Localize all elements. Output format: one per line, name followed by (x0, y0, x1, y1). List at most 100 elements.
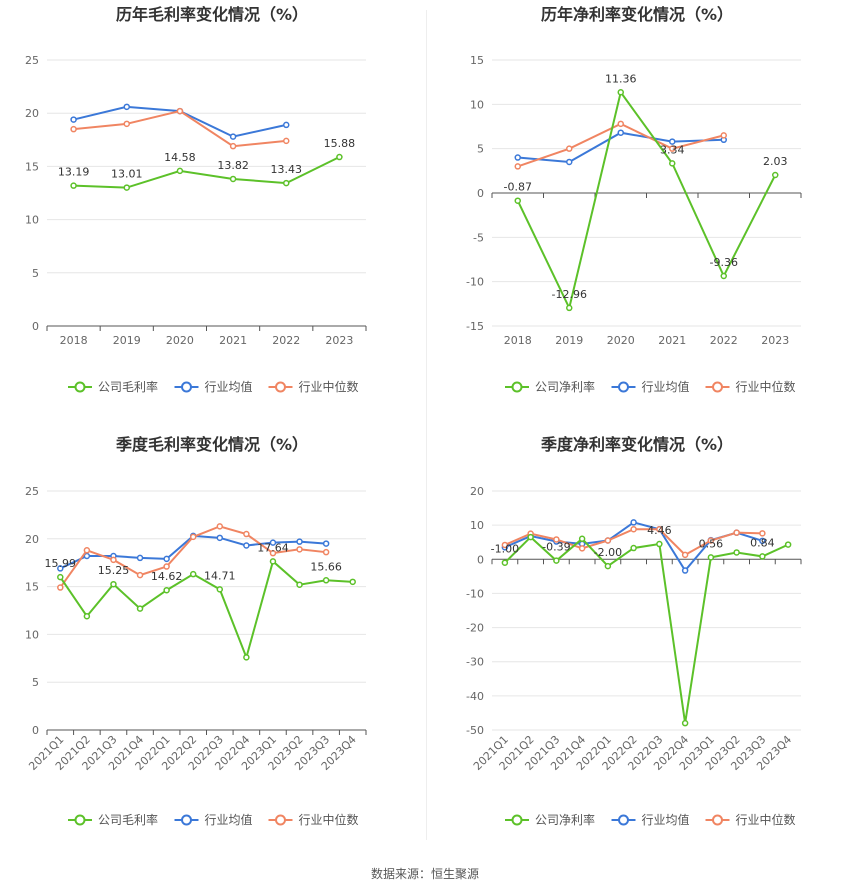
y-tick-label: 0 (477, 553, 484, 566)
data-source-note: 数据来源：恒生聚源 (370, 867, 479, 881)
data-label: 13.82 (217, 159, 249, 172)
data-label: 0.84 (750, 536, 775, 549)
y-tick-label: -5 (473, 231, 484, 244)
legend-item-avg[interactable]: 行业均值 (611, 812, 690, 827)
x-tick-label: 2020 (166, 334, 194, 347)
y-tick-label: 5 (32, 267, 39, 280)
data-point-median (123, 120, 130, 128)
x-tick-label: 2022 (272, 334, 300, 347)
data-label: 14.71 (204, 569, 236, 582)
data-point-company (604, 562, 612, 570)
data-label: 15.66 (310, 560, 342, 573)
legend-item-median[interactable]: 行业中位数 (705, 812, 796, 827)
legend-label: 行业中位数 (299, 379, 359, 394)
data-point-company (501, 559, 509, 566)
y-tick-label: -10 (466, 587, 484, 600)
data-label: 17.64 (257, 541, 289, 554)
data-point-company (176, 167, 184, 175)
data-point-median (733, 529, 740, 536)
panel-divider-vertical (426, 10, 427, 840)
data-point-avg (617, 129, 624, 136)
y-tick-label: 0 (32, 320, 39, 333)
y-tick-label: 15 (25, 581, 39, 594)
data-point-avg (669, 138, 676, 145)
legend-item-company[interactable]: 公司毛利率 (68, 379, 158, 394)
legend-swatch-marker (618, 381, 629, 393)
data-point-median (216, 523, 224, 530)
quarterly-gross-margin-panel: 季度毛利率变化情况（%） 0 5 10 15 20 25 2021Q1 2021Q2 2021Q3… (0, 430, 425, 850)
y-tick-label: 20 (25, 107, 39, 120)
data-point-avg (70, 116, 77, 123)
quarterly-net-margin-chart: 季度净利率变化情况（%）-50-40-30-20-10010202021Q120… (466, 435, 802, 827)
data-point-avg (136, 554, 144, 562)
data-label: -1.00 (491, 543, 519, 556)
x-tick-label: 2023 (325, 334, 353, 347)
data-point-median (296, 546, 303, 553)
data-label: 14.58 (164, 151, 196, 164)
legend-item-avg[interactable]: 行业均值 (174, 812, 253, 827)
data-point-median (720, 132, 727, 139)
y-tick-label: -15 (466, 320, 484, 333)
data-label: 15.88 (324, 137, 356, 150)
data-point-company (322, 577, 330, 584)
legend-label: 行业中位数 (736, 379, 796, 394)
data-point-avg (229, 133, 237, 140)
y-tick-label: -10 (466, 276, 484, 289)
legend-label: 行业均值 (642, 379, 690, 394)
legend-swatch-marker (511, 814, 523, 826)
data-label: 4.46 (647, 524, 672, 537)
y-tick-label: 25 (25, 485, 39, 498)
data-point-median (501, 541, 509, 549)
data-point-median (163, 563, 170, 570)
data-label: -9.36 (710, 256, 738, 269)
data-point-median (176, 107, 184, 115)
data-point-median (229, 142, 237, 150)
data-point-avg (630, 519, 637, 526)
y-tick-label: 20 (470, 485, 484, 498)
x-tick-label: 2018 (504, 334, 532, 347)
legend-item-avg[interactable]: 行业均值 (611, 379, 690, 394)
data-point-median (283, 137, 290, 145)
legend-item-avg[interactable]: 行业均值 (174, 379, 253, 394)
data-point-company (720, 272, 727, 280)
data-point-company (349, 578, 356, 586)
quarterly-gross-margin-chart: 季度毛利率变化情况（%）05101520252021Q12021Q22021Q3… (25, 435, 367, 827)
data-point-avg (296, 538, 303, 545)
x-tick-label: 2022 (710, 334, 738, 347)
x-tick-label: 2019 (113, 334, 141, 347)
data-label: -0.87 (504, 181, 532, 194)
legend-item-median[interactable]: 行业中位数 (705, 379, 796, 394)
data-point-company (70, 182, 77, 189)
series-line-company (73, 156, 340, 189)
legend-swatch-marker (74, 381, 86, 393)
data-point-company (123, 184, 130, 191)
y-tick-label: -50 (466, 724, 484, 737)
legend-item-median[interactable]: 行业中位数 (268, 812, 359, 827)
legend-label: 公司净利率 (535, 379, 595, 394)
data-point-median (759, 530, 766, 537)
legend-item-company[interactable]: 公司毛利率 (68, 812, 158, 827)
legend-item-median[interactable]: 行业中位数 (268, 379, 359, 394)
series-line-company (516, 89, 777, 311)
chart-title: 历年净利率变化情况（%） (541, 5, 733, 24)
legend-label: 公司净利率 (535, 812, 595, 827)
data-point-company (110, 580, 117, 588)
x-tick-label: 2021 (219, 334, 247, 347)
annual-net-margin-chart: 历年净利率变化情况（%） -15 -10 -5 0 5 10 15 2018 2019 2020 20… (466, 5, 802, 394)
y-tick-label: -30 (466, 656, 484, 669)
data-point-company (617, 89, 624, 96)
y-tick-label: 10 (25, 214, 39, 227)
legend-label: 公司毛利率 (98, 812, 158, 827)
data-point-median (136, 571, 144, 579)
data-point-company (136, 605, 144, 612)
annual-gross-margin-chart: 历年毛利率变化情况（%） 0 5 10 15 20 25 2018 2019 2020 2021 20… (25, 5, 367, 394)
legend-label: 行业中位数 (299, 812, 359, 827)
legend-item-company[interactable]: 公司净利率 (505, 379, 595, 394)
data-point-company (514, 197, 521, 204)
data-label: 13.19 (58, 166, 90, 179)
data-point-median (110, 556, 117, 564)
y-tick-label: 20 (25, 533, 39, 546)
legend-item-company[interactable]: 公司净利率 (505, 812, 595, 827)
legend-swatch-marker (511, 381, 523, 393)
data-label: -0.39 (542, 541, 570, 554)
